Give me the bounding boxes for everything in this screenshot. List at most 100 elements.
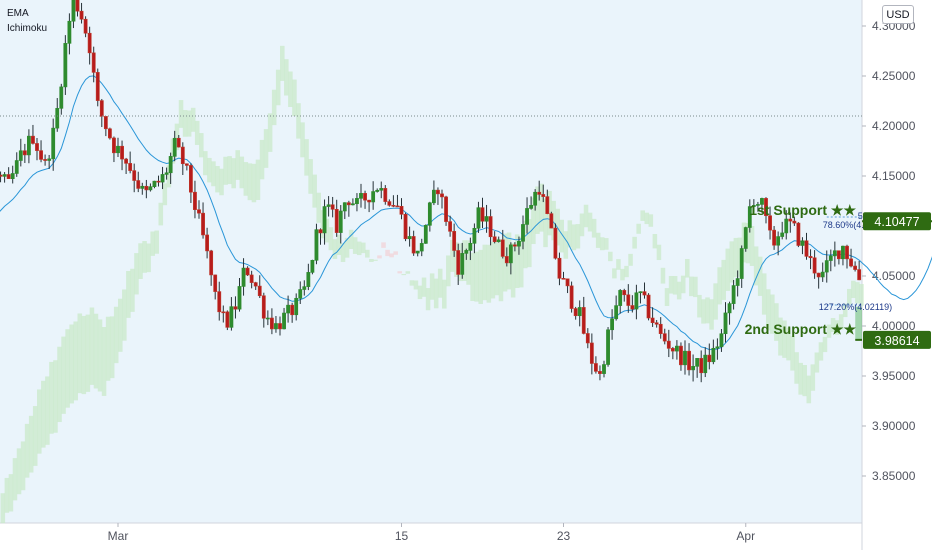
candle-body [269, 317, 274, 330]
candle [812, 250, 817, 279]
candle [630, 295, 635, 313]
candle-body [561, 278, 566, 280]
cloud-segment [757, 256, 763, 296]
candle-body [184, 163, 189, 166]
cloud-segment [494, 238, 500, 296]
candle [764, 197, 768, 224]
candle-body [646, 294, 651, 319]
cloud-segment [405, 271, 411, 274]
candle-body [788, 218, 793, 222]
cloud-segment [73, 321, 78, 401]
cloud-segment [105, 316, 111, 381]
candle [666, 329, 671, 358]
candle [225, 310, 230, 331]
cloud-segment [89, 307, 95, 385]
cloud-segment [340, 243, 346, 262]
candle [484, 204, 489, 233]
cloud-segment [535, 186, 540, 234]
cloud-segment [587, 212, 593, 232]
cloud-segment [660, 267, 666, 284]
candle [18, 138, 23, 167]
candle-body [460, 253, 465, 275]
candle [565, 278, 570, 294]
candle [735, 270, 740, 297]
cloud-segment [166, 165, 172, 188]
candle [160, 166, 165, 190]
candle-body [573, 308, 578, 317]
candle [91, 46, 96, 83]
candle [687, 343, 691, 376]
candle [456, 243, 461, 285]
cloud-segment [798, 362, 803, 395]
indicator-ema-label[interactable]: EMA [7, 8, 29, 19]
candle [646, 293, 651, 321]
candle [561, 271, 566, 280]
candle [723, 302, 728, 343]
candle [658, 317, 663, 339]
candle-body [6, 174, 11, 179]
candle-body [557, 257, 562, 279]
cloud-segment [676, 281, 682, 300]
cloud-segment [766, 289, 771, 331]
cloud-segment [599, 237, 605, 251]
cloud-segment [312, 174, 317, 208]
cloud-segment [790, 335, 795, 371]
candle [213, 274, 218, 300]
price-label-box [863, 212, 931, 231]
cloud-segment [575, 224, 581, 249]
candle [529, 196, 534, 210]
candle [176, 134, 181, 148]
candle-body [31, 135, 35, 144]
candle [492, 231, 497, 244]
candle [168, 152, 173, 184]
cloud-segment [474, 251, 479, 302]
candle-body [213, 274, 218, 292]
cloud-segment [770, 294, 775, 334]
candle [144, 179, 149, 199]
candle [51, 118, 56, 171]
cloud-segment [632, 236, 637, 249]
candle [132, 163, 137, 193]
candle-body [43, 159, 48, 161]
cloud-segment [223, 156, 228, 185]
candle [549, 211, 554, 229]
candle [265, 310, 270, 326]
candle [342, 202, 347, 220]
candle-body [585, 333, 590, 344]
cloud-segment [417, 285, 423, 300]
cloud-segment [288, 71, 293, 108]
cloud-segment [551, 200, 556, 241]
cloud-segment [523, 220, 528, 269]
candle-body [638, 291, 643, 294]
candle-body [197, 209, 201, 214]
candle [755, 201, 760, 212]
cloud-segment [251, 163, 257, 203]
candle-body [703, 354, 708, 374]
candle-body [755, 204, 760, 206]
cloud-segment [69, 324, 74, 404]
candle [622, 288, 627, 302]
cloud-segment [134, 253, 139, 295]
indicator-ichimoku-label[interactable]: Ichimoku [7, 23, 48, 34]
cloud-segment [851, 280, 856, 299]
candle-body [792, 220, 797, 224]
cloud-segment [316, 192, 321, 223]
cloud-segment [85, 314, 91, 392]
cloud-segment [624, 265, 629, 278]
cloud-segment [280, 45, 285, 81]
cloud-segment [628, 253, 633, 266]
candle-body [739, 248, 744, 279]
cloud-segment [753, 246, 759, 286]
candle-body [800, 240, 805, 246]
currency-button[interactable]: USD [882, 5, 914, 24]
cloud-segment [389, 253, 394, 258]
candle-body [176, 137, 181, 148]
candle-body [411, 236, 416, 254]
candle [581, 296, 586, 335]
candle [577, 300, 582, 327]
candle-body [723, 312, 728, 335]
candle-body [375, 189, 380, 192]
cloud-segment [498, 242, 504, 302]
cloud-segment [365, 249, 370, 258]
x-tick-label: Apr [736, 529, 755, 543]
